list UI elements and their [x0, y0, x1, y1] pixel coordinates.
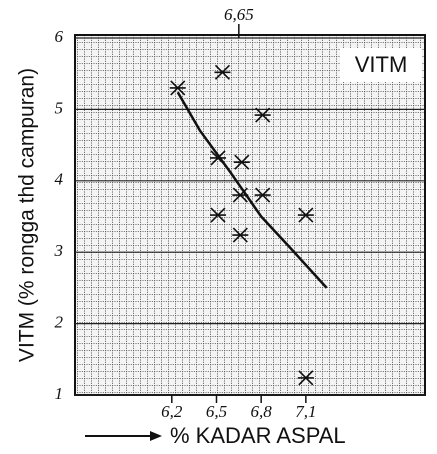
curve	[176, 91, 328, 289]
chart-title: VITM	[355, 52, 408, 77]
point	[169, 80, 186, 96]
x-tick-label: 6,2	[161, 402, 183, 421]
x-axis-label: % KADAR ASPAL	[170, 423, 346, 448]
point	[297, 370, 314, 386]
x-tick-label: 7,1	[295, 402, 316, 421]
y-tick-label: 4	[55, 170, 64, 189]
point	[209, 207, 226, 223]
y-axis-label: VITM (% rongga thd campuran)	[16, 68, 39, 362]
y-tick-label: 3	[54, 241, 64, 260]
point	[254, 107, 271, 123]
y-tick-label: 6	[55, 27, 64, 46]
point	[233, 154, 250, 170]
arrow-head	[150, 431, 162, 441]
y-tick-label: 1	[55, 384, 64, 403]
point	[254, 187, 271, 203]
x-tick-label: 6,5	[206, 402, 227, 421]
y-tick-label: 2	[55, 313, 64, 332]
title-box	[340, 48, 422, 82]
point	[297, 207, 314, 223]
plot-area	[74, 34, 426, 396]
x-tick-label: 6,8	[251, 402, 273, 421]
y-tick-label: 5	[55, 98, 64, 117]
point	[214, 64, 231, 80]
top-annotation: 6,65	[224, 5, 254, 24]
point	[232, 227, 249, 243]
